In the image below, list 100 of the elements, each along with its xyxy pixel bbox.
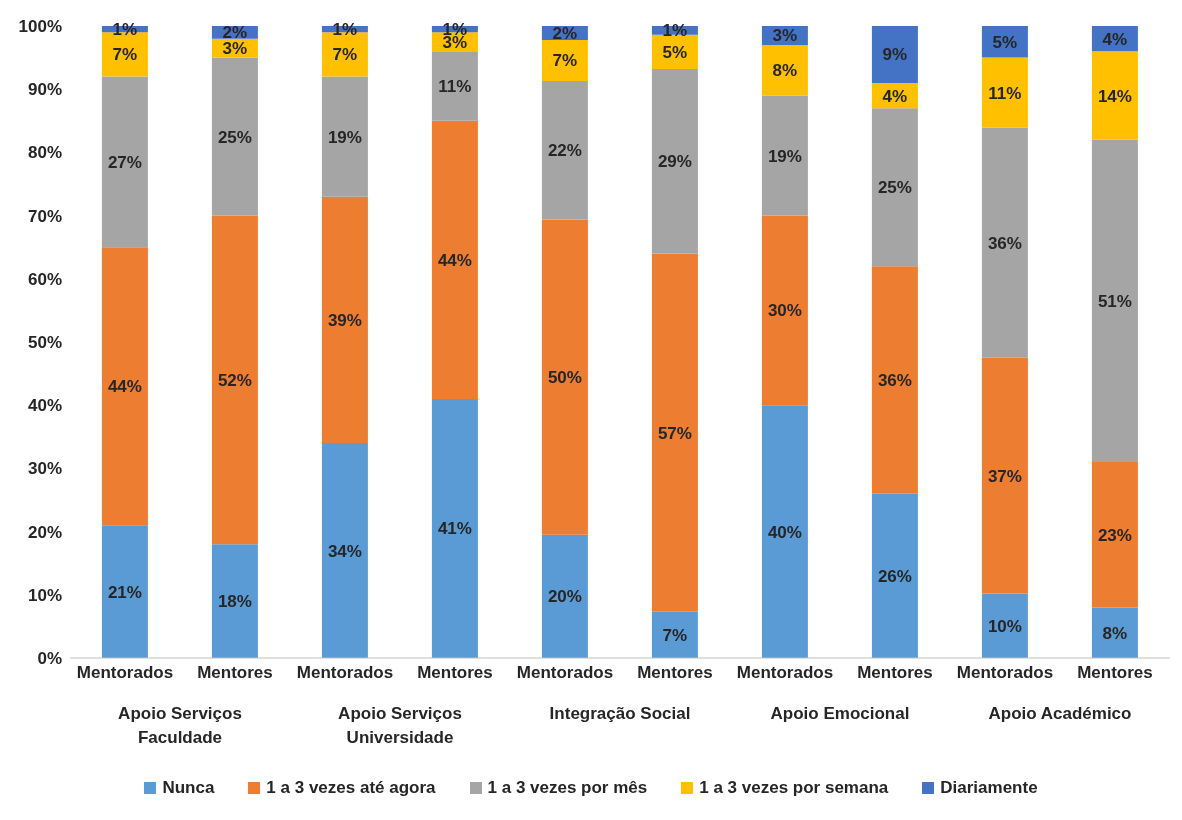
bar xyxy=(1091,139,1138,463)
data-label: 36% xyxy=(877,370,912,390)
x-tick-label: Mentorados xyxy=(516,663,614,683)
data-label: 25% xyxy=(877,178,912,198)
bar xyxy=(981,57,1028,128)
bar xyxy=(761,215,808,406)
data-label: 8% xyxy=(1102,623,1128,643)
legend-label: 1 a 3 vezes até agora xyxy=(266,778,436,798)
text: Apoio Serviços Universidade xyxy=(337,703,463,749)
data-label: 7% xyxy=(112,45,138,65)
data-label: 18% xyxy=(217,592,252,612)
x-tick-label: Mentorados xyxy=(736,663,834,683)
y-tick-label: 80% xyxy=(27,143,62,163)
text: Apoio Emocional xyxy=(769,703,911,725)
x-tick-label: Mentores xyxy=(857,663,933,683)
bar xyxy=(321,196,368,444)
bar xyxy=(101,76,148,248)
data-label: 22% xyxy=(547,141,582,161)
y-tick-label: 50% xyxy=(27,333,62,353)
bar xyxy=(761,405,808,658)
data-label: 7% xyxy=(332,45,358,65)
data-label: 14% xyxy=(1097,86,1132,106)
data-label: 36% xyxy=(987,233,1022,253)
data-label: 50% xyxy=(547,368,582,388)
y-tick-label: 30% xyxy=(27,459,62,479)
y-tick-label: 100% xyxy=(18,17,62,37)
data-label: 25% xyxy=(217,127,252,147)
data-label: 29% xyxy=(657,152,692,172)
bar xyxy=(871,108,918,267)
y-tick-label: 0% xyxy=(37,649,62,669)
legend-label: Diariamente xyxy=(940,778,1038,798)
y-tick-label: 20% xyxy=(27,522,62,542)
bar xyxy=(431,398,478,658)
data-label: 44% xyxy=(107,377,142,397)
x-tick-label: Mentorados xyxy=(296,663,394,683)
data-label: 3% xyxy=(772,26,798,46)
legend-label: 1 a 3 vezes por semana xyxy=(699,778,889,798)
data-label: 5% xyxy=(662,42,688,62)
bar xyxy=(541,219,588,535)
legend-label: 1 a 3 vezes por mês xyxy=(487,778,648,798)
bar xyxy=(871,493,918,658)
x-tick-label: Mentores xyxy=(197,663,273,683)
x-tick-label: Mentores xyxy=(417,663,493,683)
bar xyxy=(541,80,588,220)
bar xyxy=(211,544,258,658)
bar xyxy=(431,51,478,121)
bar xyxy=(981,127,1028,358)
data-label: 30% xyxy=(767,301,802,321)
bar xyxy=(761,95,808,216)
bar xyxy=(1091,462,1138,608)
data-label: 4% xyxy=(1102,29,1128,49)
data-label: 23% xyxy=(1097,525,1132,545)
data-label: 4% xyxy=(882,86,908,106)
y-tick-label: 70% xyxy=(27,206,62,226)
bar xyxy=(651,253,698,612)
bar xyxy=(651,68,698,254)
bar xyxy=(541,534,588,658)
bar xyxy=(321,443,368,658)
data-label: 27% xyxy=(107,152,142,172)
bar xyxy=(871,26,918,83)
bar xyxy=(211,57,258,216)
data-label: 26% xyxy=(877,566,912,586)
data-label: 41% xyxy=(437,519,472,539)
x-tick-label: Mentores xyxy=(1077,663,1153,683)
data-label: 44% xyxy=(437,250,472,270)
data-label: 51% xyxy=(1097,291,1132,311)
x-tick-label: Mentorados xyxy=(76,663,174,683)
data-label: 7% xyxy=(662,625,688,645)
y-tick-label: 10% xyxy=(27,585,62,605)
bar xyxy=(211,215,258,545)
data-label: 19% xyxy=(767,146,802,166)
data-label: 21% xyxy=(107,582,142,602)
y-tick-label: 40% xyxy=(27,396,62,416)
data-label: 34% xyxy=(327,541,362,561)
bar xyxy=(101,247,148,526)
bar xyxy=(981,357,1028,594)
data-label: 20% xyxy=(547,587,582,607)
text: Apoio Serviços Faculdade xyxy=(117,703,243,749)
data-label: 5% xyxy=(992,32,1018,52)
data-label: 37% xyxy=(987,466,1022,486)
bar xyxy=(1091,607,1138,658)
data-label: 11% xyxy=(988,83,1022,103)
data-label: 9% xyxy=(882,45,908,65)
text: Apoio Académico xyxy=(987,703,1133,725)
data-label: 40% xyxy=(767,522,802,542)
bar xyxy=(101,525,148,658)
bar xyxy=(761,44,808,96)
bar xyxy=(541,39,588,81)
data-label: 39% xyxy=(327,310,362,330)
bar xyxy=(1091,51,1138,140)
data-label: 2% xyxy=(552,23,578,43)
data-label: 11% xyxy=(438,77,472,97)
x-tick-label: Mentores xyxy=(637,663,713,683)
data-label: 10% xyxy=(987,616,1022,636)
x-tick-label: Mentorados xyxy=(956,663,1054,683)
legend-label: Nunca xyxy=(162,778,215,798)
text: Integração Social xyxy=(548,703,692,725)
data-label: 52% xyxy=(217,370,252,390)
data-label: 8% xyxy=(772,61,798,81)
bar xyxy=(431,120,478,399)
